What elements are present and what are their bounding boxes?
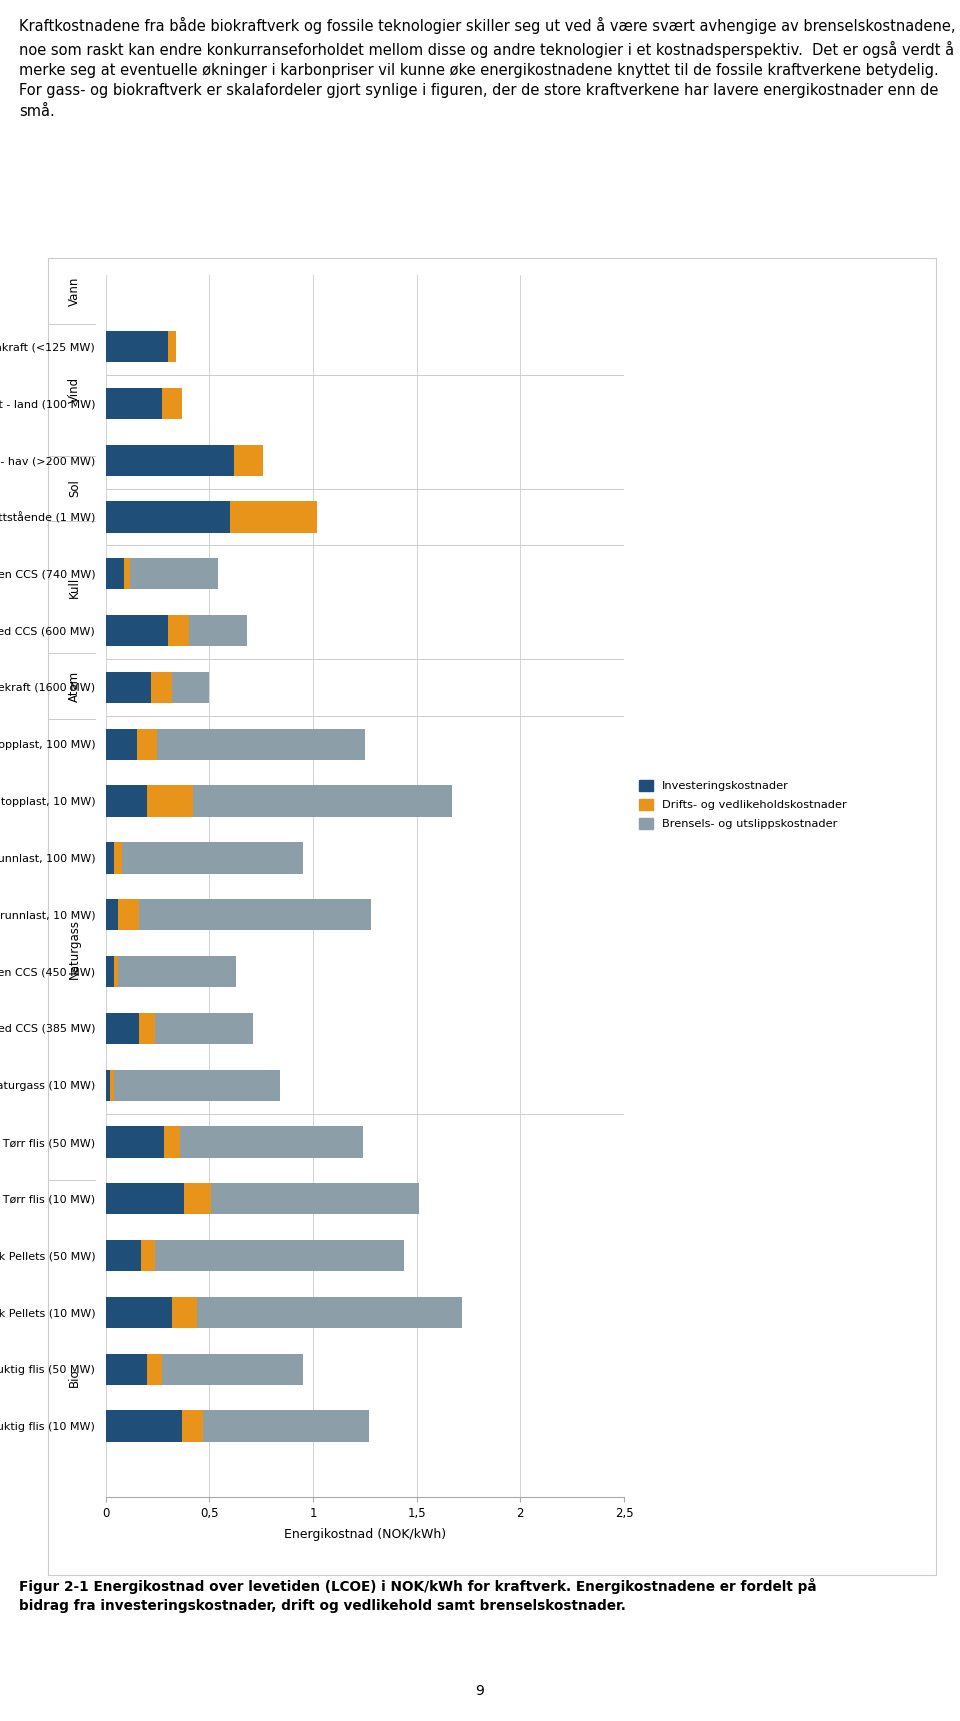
Bar — [168, 330, 176, 361]
Text: Kull: Kull — [68, 577, 81, 597]
Text: Atom: Atom — [68, 671, 81, 702]
Bar — [106, 1012, 139, 1045]
Bar — [122, 842, 302, 874]
Bar — [114, 955, 118, 988]
Bar — [172, 671, 209, 704]
Bar — [147, 785, 193, 817]
Bar — [234, 444, 263, 475]
Bar — [124, 558, 131, 589]
Bar — [136, 728, 157, 761]
Text: Bio: Bio — [68, 1368, 81, 1387]
Bar — [139, 898, 371, 931]
Bar — [184, 1184, 211, 1215]
Bar — [156, 1241, 404, 1272]
Bar — [139, 1012, 156, 1045]
Bar — [193, 785, 452, 817]
Bar — [106, 671, 152, 704]
Bar — [106, 955, 114, 988]
Bar — [106, 842, 114, 874]
Bar — [147, 1354, 161, 1385]
Text: Sol: Sol — [68, 480, 81, 497]
Bar — [188, 614, 247, 647]
Bar — [106, 330, 168, 361]
Bar — [106, 501, 230, 532]
Text: Figur 2-1 Energikostnad over levetiden (LCOE) i NOK/kWh for kraftverk. Energikos: Figur 2-1 Energikostnad over levetiden (… — [19, 1578, 817, 1613]
Bar — [106, 785, 147, 817]
Text: Vind: Vind — [68, 377, 81, 403]
Bar — [141, 1241, 156, 1272]
Bar — [131, 558, 218, 589]
Bar — [106, 898, 118, 931]
Bar — [156, 1012, 252, 1045]
Bar — [204, 1411, 369, 1442]
Bar — [182, 1411, 204, 1442]
Bar — [106, 728, 136, 761]
Bar — [106, 614, 168, 647]
Bar — [106, 387, 161, 418]
Text: 9: 9 — [475, 1683, 485, 1699]
Bar — [114, 1069, 279, 1101]
Bar — [106, 1126, 163, 1158]
Bar — [168, 614, 188, 647]
Bar — [106, 1069, 109, 1101]
Bar — [152, 671, 172, 704]
Bar — [106, 1298, 172, 1329]
Text: Naturgass: Naturgass — [68, 919, 81, 979]
Bar — [109, 1069, 114, 1101]
Bar — [163, 1126, 180, 1158]
Bar — [197, 1298, 463, 1329]
Bar — [106, 444, 234, 475]
Bar — [180, 1126, 363, 1158]
Bar — [106, 1354, 147, 1385]
Bar — [106, 1241, 141, 1272]
Bar — [161, 387, 182, 418]
X-axis label: Energikostnad (NOK/kWh): Energikostnad (NOK/kWh) — [284, 1528, 445, 1542]
Bar — [118, 898, 139, 931]
Bar — [114, 842, 122, 874]
Text: Vann: Vann — [68, 277, 81, 306]
Bar — [230, 501, 317, 532]
Bar — [106, 558, 124, 589]
Text: Kraftkostnadene fra både biokraftverk og fossile teknologier skiller seg ut ved : Kraftkostnadene fra både biokraftverk og… — [19, 17, 956, 119]
Bar — [118, 955, 236, 988]
Bar — [211, 1184, 419, 1215]
Bar — [161, 1354, 302, 1385]
Bar — [106, 1184, 184, 1215]
Bar — [172, 1298, 197, 1329]
Legend: Investeringskostnader, Drifts- og vedlikeholdskostnader, Brensels- og utslippsko: Investeringskostnader, Drifts- og vedlik… — [639, 781, 847, 830]
Bar — [157, 728, 365, 761]
Bar — [106, 1411, 182, 1442]
